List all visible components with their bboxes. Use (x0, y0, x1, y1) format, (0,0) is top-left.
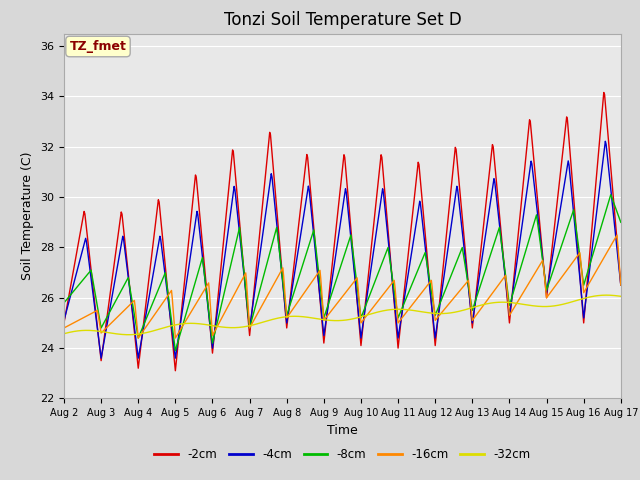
X-axis label: Time: Time (327, 424, 358, 437)
Text: TZ_fmet: TZ_fmet (70, 40, 127, 53)
Title: Tonzi Soil Temperature Set D: Tonzi Soil Temperature Set D (223, 11, 461, 29)
Legend: -2cm, -4cm, -8cm, -16cm, -32cm: -2cm, -4cm, -8cm, -16cm, -32cm (150, 443, 535, 466)
Y-axis label: Soil Temperature (C): Soil Temperature (C) (22, 152, 35, 280)
